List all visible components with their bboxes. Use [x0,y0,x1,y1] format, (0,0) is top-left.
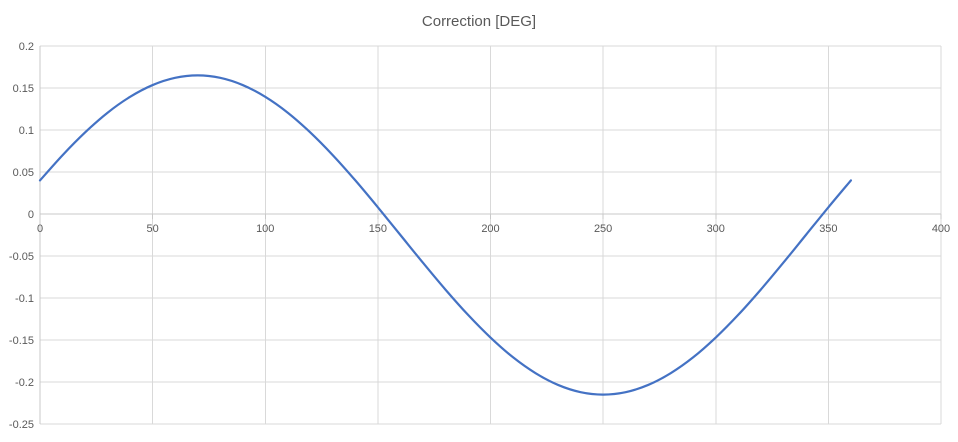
gridlines [39,45,942,425]
y-tick-label: -0.25 [9,419,34,431]
x-tick-label: 100 [256,223,274,235]
y-tick-label: 0.1 [19,125,34,137]
y-tick-label: 0.05 [13,167,34,179]
x-tick-label: 150 [369,223,387,235]
x-tick-label: 250 [594,223,612,235]
axis-tick-labels: 0.2 0.15 0.1 0.05 0 -0.05 -0.1 -0.15 -0.2 -0.25 0 5… [9,41,950,431]
series-line-correction [38,74,852,396]
y-tick-label: -0.05 [9,251,34,263]
axes [39,46,942,424]
y-tick-label: 0.15 [13,83,34,95]
x-tick-label: 0 [37,223,43,235]
x-tick-label: 300 [707,223,725,235]
x-tick-label: 50 [147,223,159,235]
x-tick-label: 400 [932,223,950,235]
chart-title: Correction [DEG] [422,13,536,30]
y-tick-label: -0.1 [15,293,34,305]
y-tick-label: -0.2 [15,377,34,389]
x-tick-label: 200 [481,223,499,235]
y-tick-label: -0.15 [9,335,34,347]
data-series [38,74,852,396]
y-tick-label: 0 [28,209,34,221]
x-tick-label: 350 [819,223,837,235]
y-tick-label: 0.2 [19,41,34,53]
